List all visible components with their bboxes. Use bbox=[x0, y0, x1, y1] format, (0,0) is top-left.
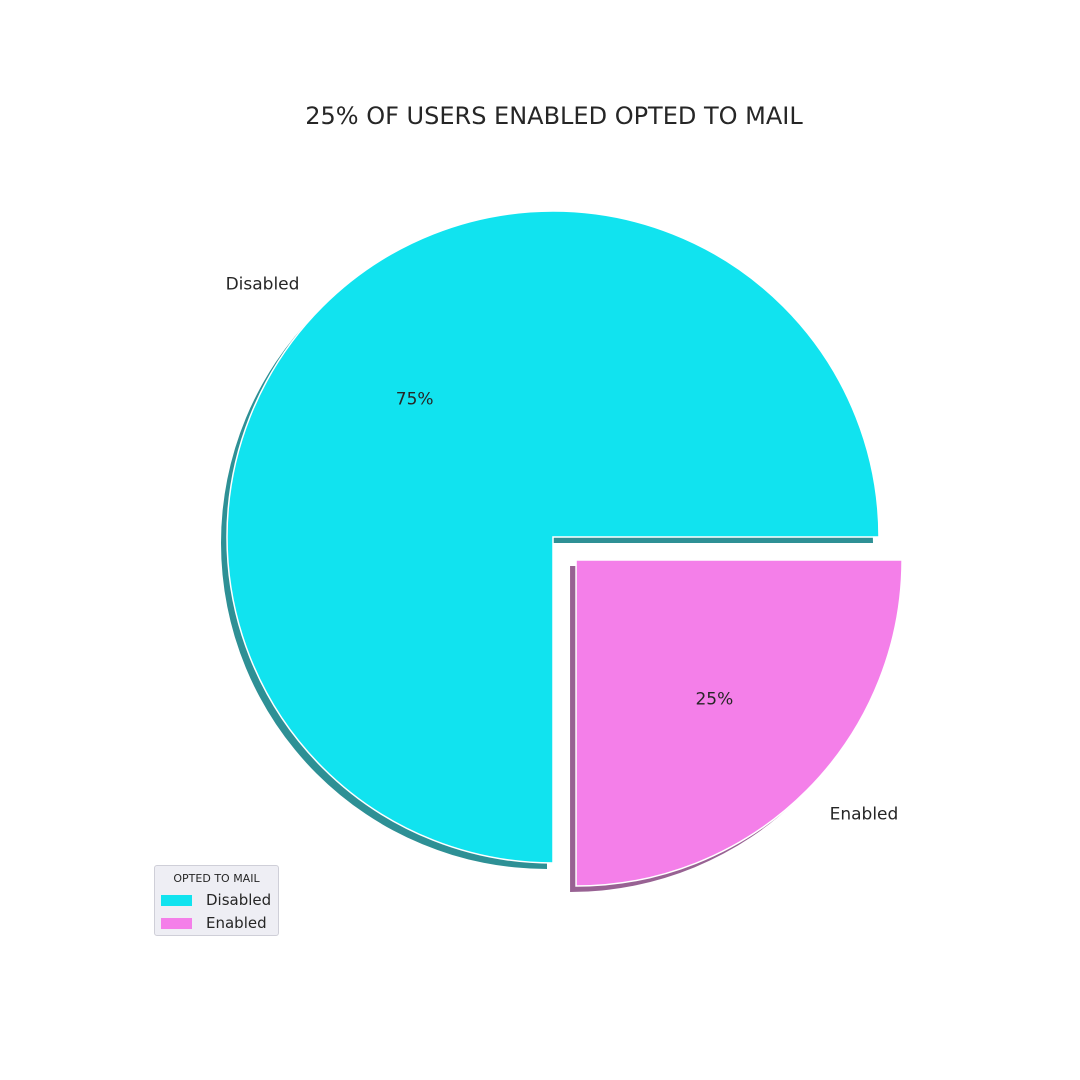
wedge-enabled bbox=[575, 559, 903, 887]
legend: OPTED TO MAIL Disabled Enabled bbox=[154, 865, 279, 936]
legend-title: OPTED TO MAIL bbox=[173, 872, 260, 885]
wedge-label-disabled: Disabled bbox=[226, 274, 300, 294]
wedge-label-enabled: Enabled bbox=[830, 805, 899, 825]
legend-item-disabled: Disabled bbox=[161, 891, 271, 909]
legend-label-disabled: Disabled bbox=[206, 891, 272, 909]
pie-wedges bbox=[226, 210, 903, 887]
legend-swatch-enabled bbox=[161, 917, 192, 929]
legend-label-enabled: Enabled bbox=[206, 914, 267, 932]
chart-title: 25% OF USERS ENABLED OPTED TO MAIL bbox=[305, 102, 803, 130]
legend-swatch-disabled bbox=[161, 894, 192, 906]
wedge-disabled bbox=[226, 210, 880, 864]
pie-labels: Disabled 75% Enabled 25% bbox=[226, 274, 899, 824]
percent-label-disabled: 75% bbox=[396, 390, 434, 410]
percent-label-enabled: 25% bbox=[695, 689, 733, 709]
legend-item-enabled: Enabled bbox=[161, 914, 267, 932]
